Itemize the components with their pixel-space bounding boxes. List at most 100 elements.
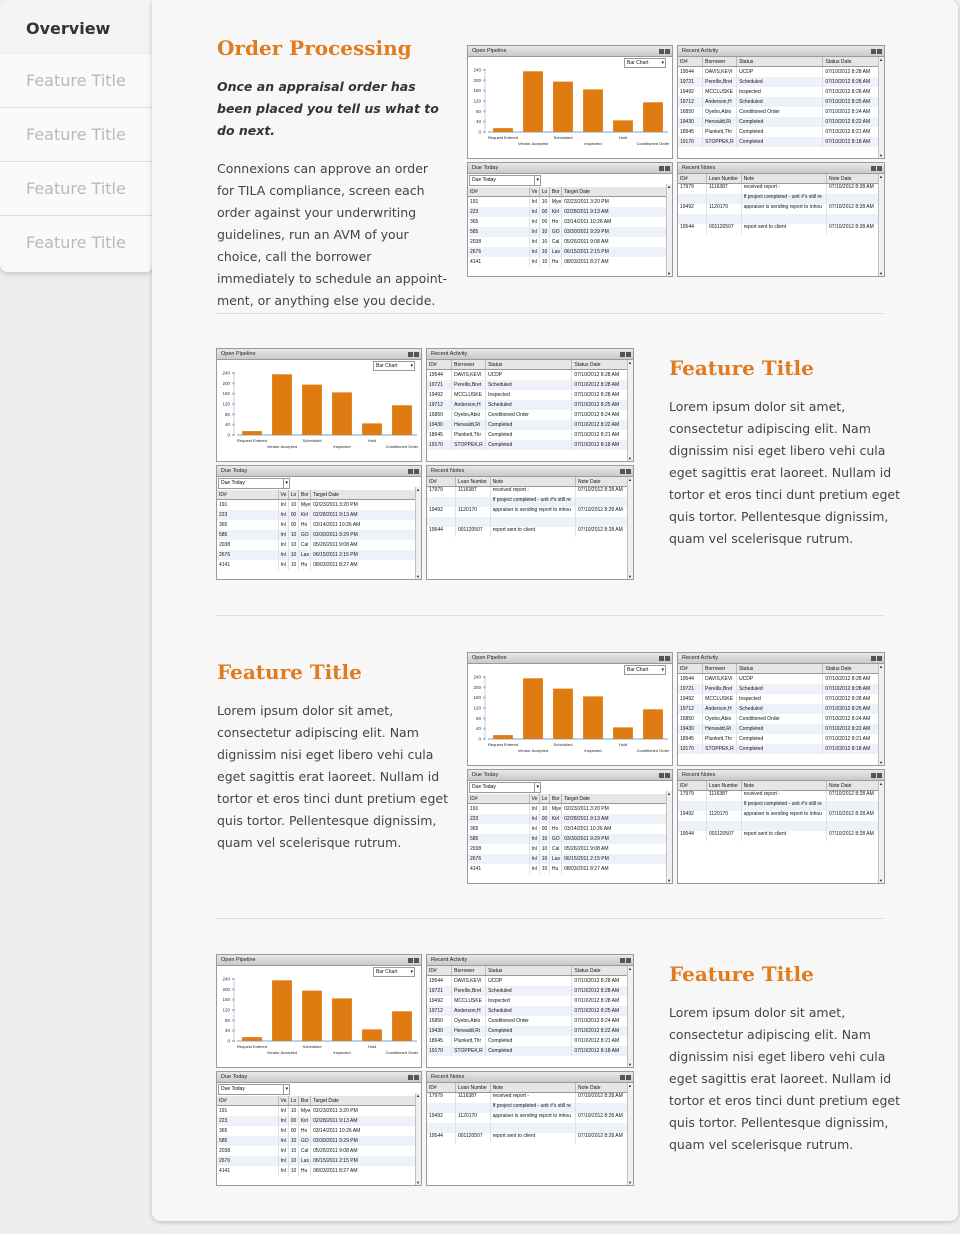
- table-row[interactable]: [678, 821, 884, 831]
- tab-overview[interactable]: Overview: [0, 0, 152, 54]
- column-header[interactable]: Status: [485, 360, 573, 370]
- bar[interactable]: [523, 678, 543, 739]
- table-row[interactable]: 19430 Herwaldt,Ri Completed 07/10/2012 8:22…: [427, 1026, 633, 1036]
- column-header[interactable]: Lo: [288, 490, 299, 500]
- column-header[interactable]: Bor: [549, 187, 563, 197]
- tab-feature-3[interactable]: Feature Title: [0, 162, 152, 216]
- bar[interactable]: [242, 1037, 262, 1041]
- tab-feature-1[interactable]: Feature Title: [0, 54, 152, 108]
- table-row[interactable]: 223 Inl 00 Kirl 02/28/2011 9:13 AM: [217, 1116, 421, 1126]
- scrollbar[interactable]: [878, 664, 884, 765]
- column-header[interactable]: ID#: [678, 174, 707, 184]
- table-row[interactable]: [678, 214, 884, 224]
- column-header[interactable]: Note: [741, 781, 828, 791]
- column-header[interactable]: Note: [741, 174, 828, 184]
- table-row[interactable]: [427, 1123, 633, 1133]
- table-row[interactable]: 19430 Herwaldt,Ri Completed 07/10/2012 8:22…: [678, 724, 884, 734]
- table-row[interactable]: 17979 1116387 received report -07/10/2012 …: [678, 790, 884, 801]
- column-header[interactable]: ID#: [427, 477, 456, 487]
- column-header[interactable]: Target Date: [310, 1096, 421, 1106]
- table-row[interactable]: 17979 1116387 received report -07/10/2012 …: [427, 1092, 633, 1103]
- table-row[interactable]: 365 Inl 00 Ho 03/14/2011 10:26 AM: [468, 824, 672, 834]
- close-icon[interactable]: [626, 958, 631, 963]
- column-header[interactable]: Target Date: [561, 187, 672, 197]
- table-row[interactable]: 19492 MCCLUSKE Inspected 07/10/2012 8:28 AM: [427, 996, 633, 1006]
- table-row[interactable]: 19712 Anderson,H Scheduled 07/10/2012 8:25 …: [678, 97, 884, 107]
- bar[interactable]: [493, 128, 513, 132]
- close-icon[interactable]: [414, 469, 419, 474]
- close-icon[interactable]: [414, 1075, 419, 1080]
- minimize-icon[interactable]: [871, 656, 876, 661]
- close-icon[interactable]: [877, 656, 882, 661]
- column-header[interactable]: Borrower: [451, 360, 487, 370]
- tab-feature-4[interactable]: Feature Title: [26, 233, 126, 252]
- column-header[interactable]: Note: [490, 1083, 577, 1093]
- chart-type-select[interactable]: Bar Chart: [373, 967, 415, 977]
- bar[interactable]: [332, 392, 352, 435]
- bar[interactable]: [392, 405, 412, 435]
- scrollbar[interactable]: [878, 57, 884, 158]
- column-header[interactable]: Borrower: [451, 966, 487, 976]
- column-header[interactable]: Loan Numbe: [706, 781, 742, 791]
- table-row[interactable]: 19492 MCCLUSKE Inspected 07/10/2012 8:28 AM: [678, 694, 884, 704]
- table-row[interactable]: 19544 001120507 report sent to client 07/10…: [678, 224, 884, 234]
- minimize-icon[interactable]: [871, 166, 876, 171]
- close-icon[interactable]: [877, 49, 882, 54]
- close-icon[interactable]: [877, 166, 882, 171]
- table-row[interactable]: 19492 1120170 appraiser is sending report …: [427, 507, 633, 517]
- bar[interactable]: [583, 696, 603, 739]
- column-header[interactable]: ID#: [217, 1096, 279, 1106]
- bar[interactable]: [272, 374, 292, 435]
- bar[interactable]: [332, 998, 352, 1041]
- due-filter-dropdown[interactable]: Due Today: [218, 1084, 290, 1095]
- column-header[interactable]: Status Date: [571, 966, 633, 976]
- table-row[interactable]: 191 Inl 10 Mye 02/23/2011 3:20 PM: [468, 196, 672, 207]
- close-icon[interactable]: [626, 469, 631, 474]
- column-header[interactable]: ID#: [427, 1083, 456, 1093]
- table-row[interactable]: 19430 Herwaldt,Ri Completed 07/10/2012 8:22…: [427, 420, 633, 430]
- table-row[interactable]: 17979 1116387 received report -07/10/2012 …: [678, 183, 884, 194]
- bar[interactable]: [302, 990, 322, 1041]
- table-row[interactable]: 4141 Inl 10 Hu 08/03/2011 8:27 AM: [468, 257, 672, 267]
- close-icon[interactable]: [414, 958, 419, 963]
- bar[interactable]: [272, 980, 292, 1041]
- column-header[interactable]: ID#: [678, 57, 704, 67]
- scrollbar[interactable]: [627, 360, 633, 461]
- column-header[interactable]: Lo: [288, 1096, 299, 1106]
- bar[interactable]: [583, 89, 603, 132]
- table-row[interactable]: 2038 Inl 10 Cal 05/26/2011 9:08 AM: [217, 540, 421, 550]
- table-row[interactable]: 16850 Oyebo,Abio Conditioned Order 07/10/20…: [427, 1016, 633, 1026]
- minimize-icon[interactable]: [408, 1075, 413, 1080]
- bar[interactable]: [392, 1011, 412, 1041]
- table-row[interactable]: 4141 Inl 10 Hu 08/03/2011 8:27 AM: [468, 864, 672, 874]
- minimize-icon[interactable]: [659, 773, 664, 778]
- scrollbar[interactable]: [666, 184, 672, 276]
- scrollbar[interactable]: [627, 966, 633, 1067]
- table-row[interactable]: 19170 STOPPEK,R Completed 07/10/2012 8:18 A…: [427, 440, 633, 450]
- table-row[interactable]: 16850 Oyebo,Abio Conditioned Order 07/10/20…: [678, 107, 884, 117]
- table-row[interactable]: 19712 Anderson,H Scheduled 07/10/2012 8:25 …: [427, 400, 633, 410]
- bar[interactable]: [242, 431, 262, 435]
- close-icon[interactable]: [877, 773, 882, 778]
- column-header[interactable]: ID#: [468, 187, 530, 197]
- table-row[interactable]: If project completed - unit #'s still re: [427, 1103, 633, 1113]
- column-header[interactable]: Status: [485, 966, 573, 976]
- bar[interactable]: [362, 1029, 382, 1041]
- table-row[interactable]: 585 Inl 10 GO 03/30/2011 9:29 PM: [217, 530, 421, 540]
- column-header[interactable]: Note: [490, 477, 577, 487]
- table-row[interactable]: 16850 Oyebo,Abio Conditioned Order 07/10/20…: [427, 410, 633, 420]
- table-row[interactable]: 2038 Inl 10 Cal 05/26/2011 9:08 AM: [217, 1146, 421, 1156]
- column-header[interactable]: Ve: [278, 1096, 289, 1106]
- column-header[interactable]: Lo: [539, 187, 550, 197]
- table-row[interactable]: 191 Inl 10 Mye 02/23/2011 3:20 PM: [217, 499, 421, 510]
- minimize-icon[interactable]: [659, 49, 664, 54]
- table-row[interactable]: 18945 Plunkett,Thr Completed 07/10/2012 8:2…: [678, 127, 884, 137]
- bar[interactable]: [553, 81, 573, 132]
- table-row[interactable]: If project completed - unit #'s still re: [678, 194, 884, 204]
- table-row[interactable]: If project completed - unit #'s still re: [427, 497, 633, 507]
- table-row[interactable]: 19721 Perellis,Bret Scheduled 07/10/2012 8:…: [678, 77, 884, 87]
- minimize-icon[interactable]: [620, 352, 625, 357]
- bar[interactable]: [613, 120, 633, 132]
- table-row[interactable]: 585 Inl 10 GO 03/30/2011 9:29 PM: [468, 834, 672, 844]
- table-row[interactable]: 18945 Plunkett,Thr Completed 07/10/2012 8:2…: [678, 734, 884, 744]
